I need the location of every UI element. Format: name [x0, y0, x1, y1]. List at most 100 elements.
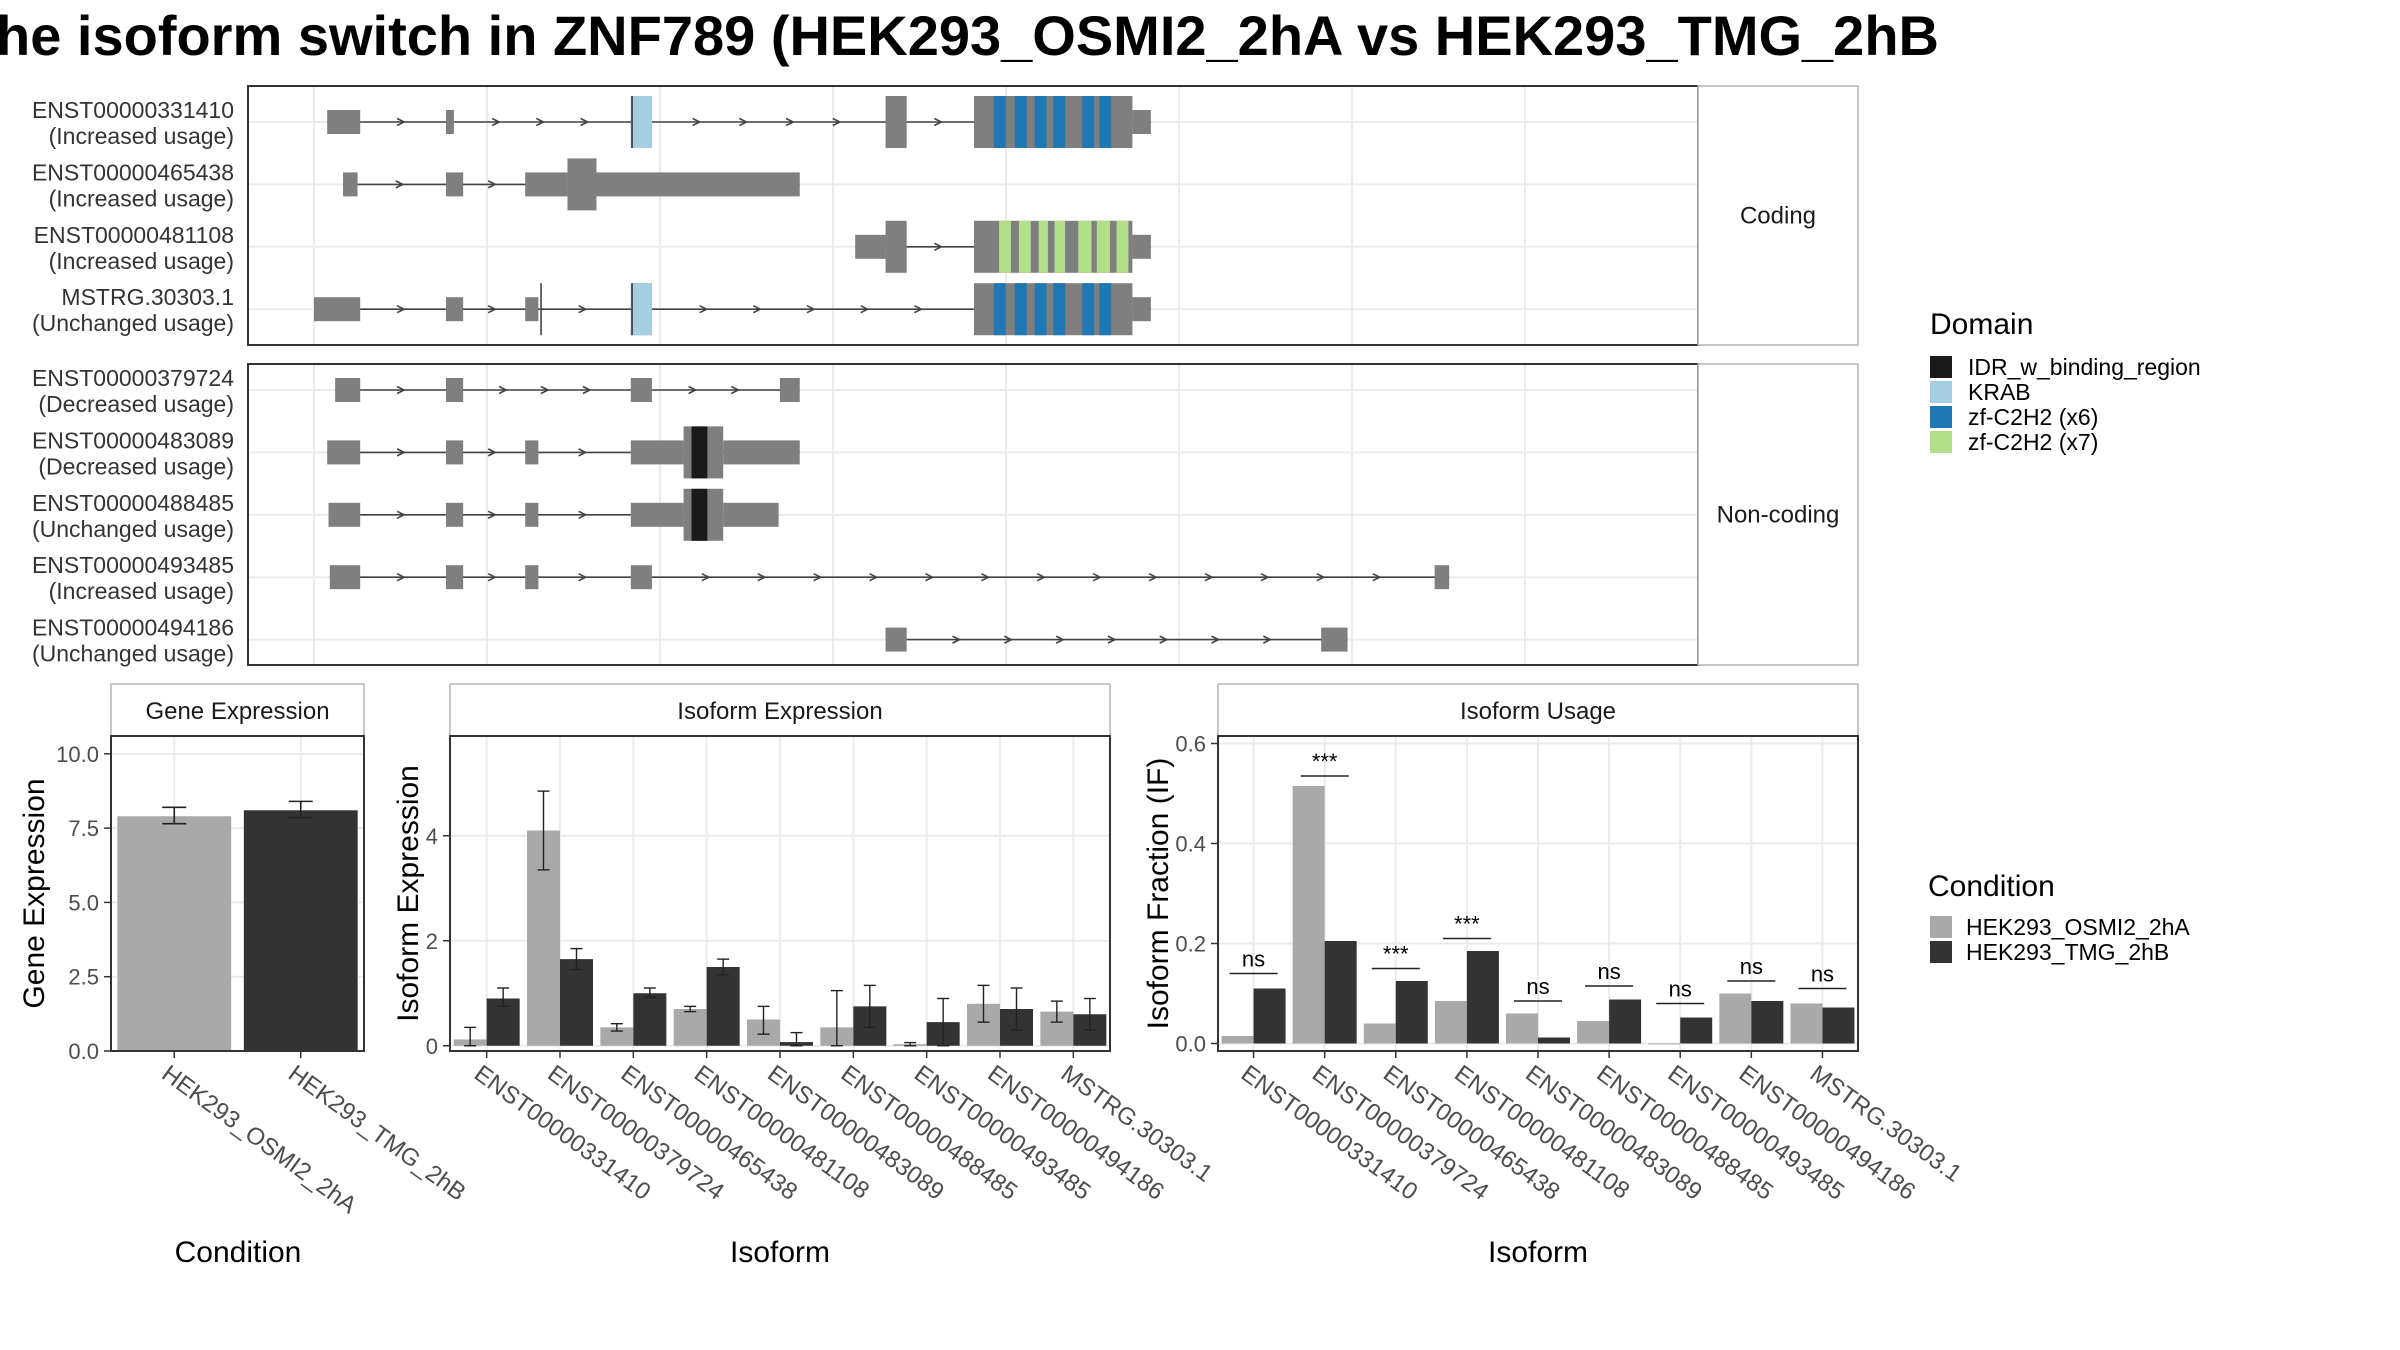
transcript-usage-label: (Increased usage) [49, 578, 234, 604]
significance-label: *** [1312, 749, 1338, 774]
bar-osmi2 [673, 1009, 707, 1046]
transcript-usage-label: (Increased usage) [49, 185, 234, 211]
utr-exon [343, 172, 358, 197]
domain-zf-c2h2-x7 [1038, 220, 1048, 273]
utr-exon [630, 565, 652, 590]
utr-exon [446, 565, 464, 590]
utr-exon [446, 110, 454, 134]
domain-zf-c2h2-x6 [1034, 96, 1047, 148]
x-axis-title: Isoform [730, 1236, 830, 1269]
condition-legend-swatch [1930, 916, 1952, 938]
y-tick-label: 2 [426, 929, 438, 954]
intron-direction-arrow [578, 304, 588, 314]
y-tick-label: 2.5 [68, 965, 99, 990]
bar-osmi2 [1790, 1003, 1823, 1044]
y-tick-label: 4 [426, 824, 438, 849]
intron-direction-arrow [952, 635, 962, 644]
significance-label: ns [1811, 962, 1834, 987]
domain-zf-c2h2-x6 [993, 96, 1006, 148]
utr-exon [1132, 110, 1151, 134]
intron-direction-arrow [981, 572, 991, 582]
intron-direction-arrow [395, 180, 405, 189]
bar-tmg [1324, 941, 1357, 1044]
transcript-usage-label: (Increased usage) [49, 248, 234, 274]
domain-zf-c2h2-x6 [1099, 96, 1112, 148]
utr-exon [327, 110, 361, 134]
utr-exon [723, 502, 779, 527]
intron-direction-arrow [1372, 572, 1382, 582]
intron-direction-arrow [396, 117, 406, 127]
x-axis-title: Condition [175, 1236, 302, 1269]
facet-label-coding: Coding [1740, 203, 1816, 230]
domain-legend-title: Domain [1930, 308, 2033, 341]
utr-exon [446, 378, 464, 402]
bar-tmg [706, 967, 740, 1046]
bar-charts: Gene Expression0.02.55.07.510.0HEK293_OS… [18, 683, 1966, 1269]
intron-direction-arrow [1148, 572, 1158, 582]
domain-zf-c2h2-x6 [1053, 283, 1066, 336]
intron-direction-arrow [813, 572, 823, 582]
utr-exon [630, 378, 652, 402]
transcript-id-label: ENST00000493485 [32, 552, 234, 578]
intron-direction-arrow [1316, 572, 1326, 582]
utr-exon [723, 440, 800, 465]
y-tick-label: 0.4 [1175, 832, 1206, 857]
domain-legend-label: zf-C2H2 (x6) [1968, 404, 2098, 430]
y-tick-label: 0.0 [1175, 1032, 1206, 1057]
domain-zf-c2h2-x6 [993, 283, 1006, 336]
y-axis-title: Isoform Fraction (IF) [1142, 758, 1175, 1030]
utr-exon [525, 172, 568, 197]
intron-direction-arrow [1211, 635, 1221, 644]
figure-title: he isoform switch in ZNF789 (HEK293_OSMI… [0, 4, 1939, 67]
intron-direction-arrow [578, 572, 588, 582]
condition-legend-label: HEK293_OSMI2_2hA [1966, 914, 2190, 940]
intron-direction-arrow [832, 117, 842, 127]
intron-direction-arrow [933, 242, 944, 252]
facet-strip-coding [1697, 85, 1859, 346]
intron-direction-arrow [1204, 572, 1214, 582]
significance-label: *** [1454, 912, 1480, 937]
bar-osmi2 [600, 1027, 634, 1046]
intron-direction-arrow [487, 448, 497, 457]
coding-exon [885, 220, 907, 273]
bar-osmi2 [1648, 1043, 1681, 1045]
domain-legend-swatch [1930, 406, 1952, 428]
y-axis-title: Gene Expression [18, 778, 51, 1008]
intron-direction-arrow [1003, 635, 1014, 644]
intron-direction-arrow [491, 117, 501, 127]
bar-tmg [560, 959, 593, 1046]
domain-zf-c2h2-x6 [1053, 96, 1066, 148]
domain-zf-c2h2-x7 [999, 220, 1011, 273]
utr-exon [335, 378, 361, 402]
y-tick-label: 0.2 [1175, 932, 1206, 957]
domain-zf-c2h2-x6 [1082, 96, 1095, 148]
utr-exon [446, 440, 464, 465]
condition-legend-label: HEK293_TMG_2hB [1966, 939, 2169, 965]
intron-direction-arrow [1036, 572, 1047, 582]
intron-direction-arrow [396, 385, 406, 395]
bar [117, 816, 232, 1051]
bar-tmg [1466, 951, 1499, 1044]
intron-direction-arrow [785, 117, 795, 127]
chart-title-strip [110, 683, 365, 737]
intron-direction-arrow [1107, 635, 1117, 644]
domain-zf-c2h2-x6 [1014, 283, 1027, 336]
bar-tmg [1751, 1001, 1784, 1044]
bar-tmg [1253, 988, 1286, 1044]
intron-direction-arrow [1092, 572, 1102, 582]
bar-osmi2 [1434, 1001, 1467, 1044]
intron-direction-arrow [578, 510, 588, 520]
utr-exon [327, 440, 361, 465]
bar-tmg [1609, 999, 1642, 1044]
utr-exon [1434, 565, 1450, 590]
utr-exon [446, 297, 464, 322]
significance-label: ns [1526, 974, 1549, 999]
transcript-id-label: ENST00000494186 [32, 615, 234, 641]
bar [243, 810, 358, 1051]
intron-direction-arrow [933, 117, 944, 127]
structure-panel-bg-coding [248, 86, 1698, 345]
y-tick-label: 5.0 [68, 890, 99, 915]
transcript-id-label: ENST00000481108 [34, 222, 234, 248]
intron-direction-arrow [396, 572, 406, 582]
transcript-id-label: ENST00000331410 [32, 97, 234, 123]
